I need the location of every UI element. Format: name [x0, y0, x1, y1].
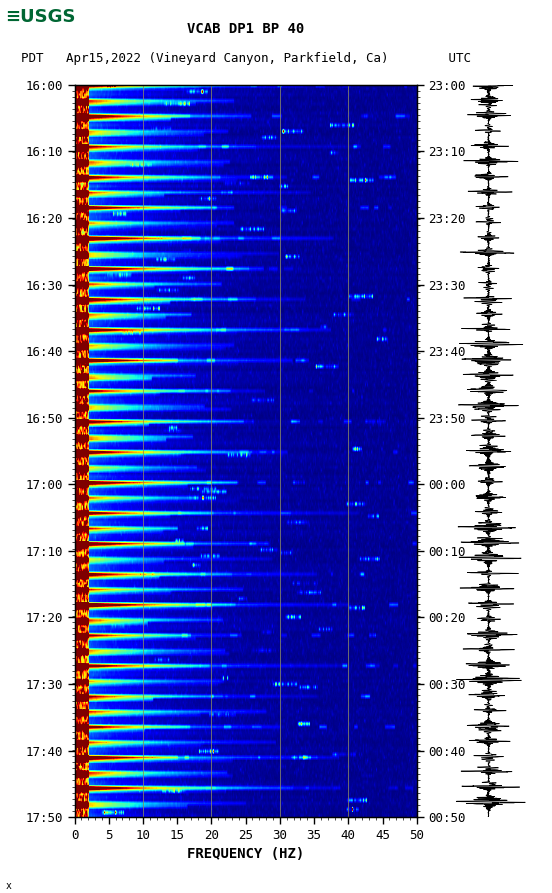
Text: VCAB DP1 BP 40: VCAB DP1 BP 40 — [187, 21, 304, 36]
X-axis label: FREQUENCY (HZ): FREQUENCY (HZ) — [187, 847, 304, 862]
Text: ≡USGS: ≡USGS — [6, 8, 76, 26]
Text: x: x — [6, 880, 12, 890]
Text: PDT   Apr15,2022 (Vineyard Canyon, Parkfield, Ca)        UTC: PDT Apr15,2022 (Vineyard Canyon, Parkfie… — [20, 52, 471, 65]
